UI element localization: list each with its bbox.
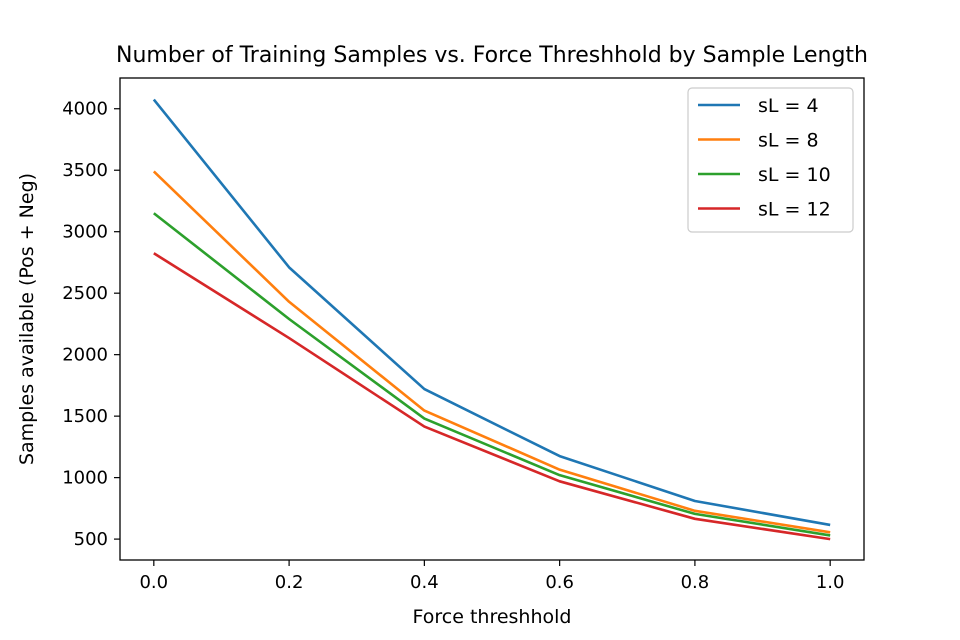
legend-label-4: sL = 12 <box>758 199 831 221</box>
y-tick-label: 2000 <box>62 345 108 366</box>
y-tick-label: 2500 <box>62 283 108 304</box>
y-tick-label: 1500 <box>62 406 108 427</box>
y-tick-label: 500 <box>74 529 108 550</box>
y-tick-label: 3500 <box>62 160 108 181</box>
legend-box <box>687 87 854 233</box>
legend-label-1: sL = 4 <box>758 95 819 117</box>
y-tick-label: 1000 <box>62 468 108 489</box>
chart-title: Number of Training Samples vs. Force Thr… <box>116 43 868 68</box>
series-line-4 <box>153 252 831 541</box>
legend-label-3: sL = 10 <box>758 164 831 186</box>
series-line-1 <box>152 98 831 527</box>
x-tick-label: 1.0 <box>816 572 845 593</box>
series-line-3 <box>153 212 831 537</box>
x-tick-label: 0.8 <box>681 572 710 593</box>
y-tick-label: 4000 <box>62 99 108 120</box>
y-axis-label: Samples available (Pos + Neg) <box>16 173 38 465</box>
x-tick-label: 0.4 <box>410 572 439 593</box>
y-tick-label: 3000 <box>62 222 108 243</box>
plot-area: 0.0 0.2 0.4 0.6 0.8 1.0 500 1000 1500 2000 2500 300… <box>62 77 865 593</box>
legend-label-2: sL = 8 <box>758 130 819 152</box>
axes-frame <box>119 77 865 561</box>
x-tick-label: 0.2 <box>275 572 304 593</box>
x-axis-label: Force threshhold <box>413 606 572 628</box>
legend: sL = 4 sL = 8 sL = 10 sL = 12 <box>687 87 854 233</box>
x-tick-label: 0.0 <box>139 572 168 593</box>
x-tick-label: 0.6 <box>545 572 574 593</box>
series-line-2 <box>152 170 831 534</box>
